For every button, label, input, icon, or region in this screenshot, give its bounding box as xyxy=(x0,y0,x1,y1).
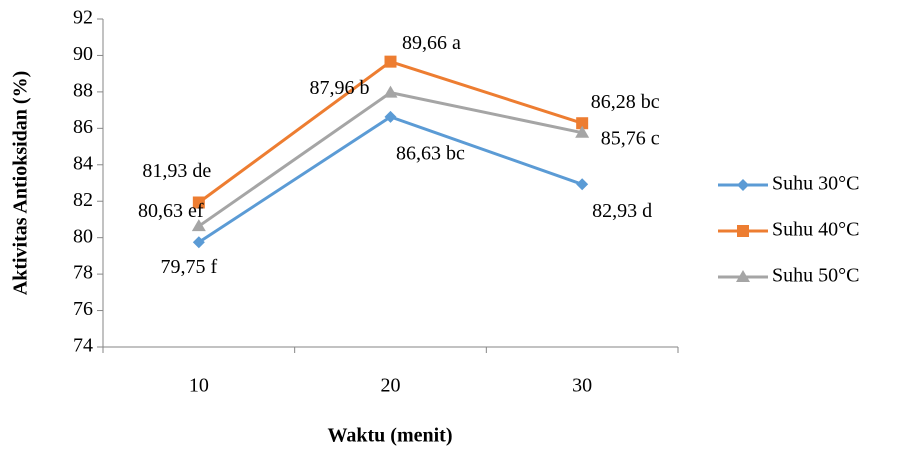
data-label: 86,28 bc xyxy=(591,91,660,113)
data-label: 79,75 f xyxy=(160,256,217,278)
x-tick-label: 30 xyxy=(572,375,592,397)
marker xyxy=(384,110,397,123)
marker xyxy=(737,179,749,191)
y-tick-label: 86 xyxy=(73,116,93,138)
marker xyxy=(383,85,398,98)
data-label: 86,63 bc xyxy=(396,142,465,164)
data-label: 82,93 d xyxy=(592,200,652,222)
legend-label: Suhu 40°C xyxy=(772,219,859,241)
marker xyxy=(575,125,590,138)
marker xyxy=(736,270,750,282)
data-label: 81,93 de xyxy=(142,160,211,182)
y-tick-label: 74 xyxy=(73,335,93,357)
data-label: 85,76 c xyxy=(601,127,660,149)
y-tick-label: 88 xyxy=(73,79,93,101)
data-label: 89,66 a xyxy=(402,32,461,54)
series-line xyxy=(198,115,583,244)
series-line xyxy=(197,59,583,204)
y-tick-label: 78 xyxy=(73,262,93,284)
marker xyxy=(192,196,205,209)
marker xyxy=(191,219,206,232)
y-tick-label: 80 xyxy=(73,225,93,247)
marker xyxy=(384,55,397,68)
x-tick-label: 10 xyxy=(189,375,209,397)
marker xyxy=(576,178,589,191)
marker xyxy=(576,117,589,130)
marker xyxy=(737,225,749,237)
marker xyxy=(192,236,205,249)
y-tick-label: 90 xyxy=(73,43,93,65)
legend-label: Suhu 30°C xyxy=(772,173,859,195)
y-tick-label: 82 xyxy=(73,189,93,211)
y-axis-title: Aktivitas Antioksidan (%) xyxy=(10,71,32,296)
y-tick-label: 92 xyxy=(73,7,93,29)
y-tick-label: 84 xyxy=(73,152,93,174)
y-tick-label: 76 xyxy=(73,298,93,320)
data-label: 80,63 ef xyxy=(138,200,204,222)
x-axis-title: Waktu (menit) xyxy=(328,425,453,447)
data-label: 87,96 b xyxy=(310,77,370,99)
legend-label: Suhu 50°C xyxy=(772,265,859,287)
x-tick-label: 20 xyxy=(381,375,401,397)
